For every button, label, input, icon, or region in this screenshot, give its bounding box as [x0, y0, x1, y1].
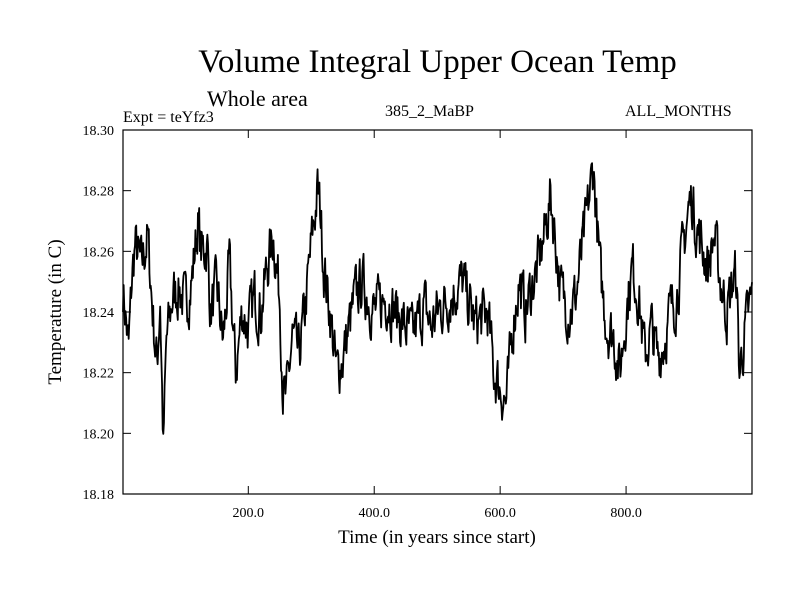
chart-title: Volume Integral Upper Ocean Temp [198, 44, 677, 80]
x-axis-label: Time (in years since start) [338, 527, 536, 548]
period-label: 385_2_MaBP [385, 103, 474, 120]
y-tick-label: 18.18 [83, 488, 115, 503]
experiment-label: Expt = teYfz3 [123, 109, 214, 126]
x-axis: 200.0 400.0 600.0 800.0 [233, 130, 642, 521]
y-tick-label: 18.22 [83, 367, 115, 382]
y-tick-label: 18.20 [83, 427, 115, 442]
y-tick-label: 18.28 [83, 185, 115, 200]
x-tick-label: 800.0 [610, 506, 642, 521]
temperature-series-line [122, 162, 753, 435]
y-tick-label: 18.26 [83, 245, 115, 260]
x-tick-label: 600.0 [484, 506, 516, 521]
x-tick-label: 400.0 [358, 506, 390, 521]
y-axis-label: Temperature (in C) [45, 239, 66, 384]
y-tick-label: 18.30 [83, 124, 115, 139]
y-axis: 18.18 18.20 18.22 18.24 18.26 18.28 18.30 [83, 124, 752, 503]
chart-subtitle: Whole area [207, 86, 308, 111]
x-tick-label: 200.0 [233, 506, 265, 521]
y-tick-label: 18.24 [83, 306, 115, 321]
months-label: ALL_MONTHS [625, 103, 732, 120]
